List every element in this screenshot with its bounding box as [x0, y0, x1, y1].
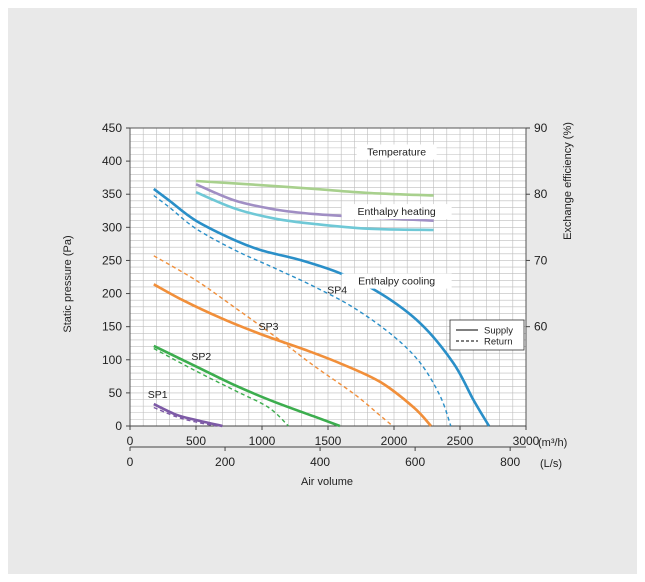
curve-label-sp4: SP4: [327, 285, 347, 297]
pressure-curves: [153, 187, 491, 428]
curve-label-background: [341, 204, 452, 220]
y-tick-label-left: 450: [102, 121, 122, 135]
x-tick-label-primary: 0: [127, 434, 134, 448]
curve-label-enthalpy-heating: Enthalpy heating: [358, 206, 436, 218]
sp4-supply-line: [153, 187, 491, 427]
x-tick-label-secondary: 0: [127, 455, 134, 469]
sp2-supply-line: [153, 344, 341, 428]
y-tick-label-left: 250: [102, 253, 122, 267]
x-tick-label-primary: 1000: [249, 434, 276, 448]
sp2-return-line: [153, 347, 289, 427]
sp3-return-line: [153, 255, 394, 427]
y-tick-label-left: 300: [102, 220, 122, 234]
y-tick-label-right: 60: [534, 320, 548, 334]
x-tick-label-secondary: 400: [310, 455, 330, 469]
legend-box: [449, 319, 525, 351]
y-tick-label-left: 350: [102, 187, 122, 201]
x-tick-label-secondary: 200: [215, 455, 235, 469]
y-tick-label-right: 70: [534, 253, 548, 267]
grid: [129, 127, 527, 427]
y-tick-label-right: 90: [534, 121, 548, 135]
curve-label-sp2: SP2: [191, 351, 211, 363]
x-tick-label-primary: 2500: [447, 434, 474, 448]
curve-label-background: [356, 144, 437, 160]
x-tick-label-secondary: 800: [500, 455, 520, 469]
curve-label-temperature: Temperature: [367, 146, 426, 158]
axes: 0 50 100 150 200 250 300 350 400 450 60 70 80 90 0 500 1…: [102, 121, 548, 469]
legend-label-supply: Supply: [484, 326, 513, 337]
efficiency-line-enthalpy-cooling: [195, 191, 434, 232]
y-axis-label-left: Static pressure (Pa): [62, 235, 74, 332]
efficiency-line-temperature: [195, 179, 434, 197]
x-tick-label-primary: 3000: [513, 434, 540, 448]
y-tick-label-left: 400: [102, 154, 122, 168]
y-tick-label-left: 50: [109, 386, 123, 400]
curve-labels: Temperature Enthalpy heating Enthalpy cool…: [148, 144, 452, 401]
curve-label-enthalpy-cooling: Enthalpy cooling: [358, 276, 435, 288]
y-tick-label-left: 100: [102, 353, 122, 367]
y-tick-label-left: 0: [115, 419, 122, 433]
x-tick-label-secondary: 600: [405, 455, 425, 469]
sp3-supply-line: [153, 283, 432, 427]
curve-label-background: [341, 273, 452, 289]
y-tick-label-left: 150: [102, 320, 122, 334]
x-tick-label-primary: 2000: [381, 434, 408, 448]
x-axis-unit-secondary: (L/s): [540, 458, 562, 470]
sp1-supply-line: [153, 402, 223, 428]
sp1-return-line: [153, 406, 216, 427]
chart-card: 0 50 100 150 200 250 300 350 400 450 60 70 80 90 0 500 1…: [8, 8, 637, 574]
sp4-return-line: [153, 194, 452, 427]
legend-label-return: Return: [484, 337, 513, 348]
x-axis-label: Air volume: [301, 476, 353, 488]
y-tick-label-left: 200: [102, 287, 122, 301]
x-tick-label-primary: 1500: [315, 434, 342, 448]
curve-label-sp3: SP3: [259, 321, 279, 333]
y-tick-label-right: 80: [534, 187, 548, 201]
x-tick-label-primary: 500: [186, 434, 206, 448]
y-axis-label-right: Exchange efficiency (%): [562, 122, 574, 240]
x-axis-unit-primary: (m³/h): [538, 437, 567, 449]
performance-chart: 0 50 100 150 200 250 300 350 400 450 60 70 80 90 0 500 1…: [62, 121, 574, 488]
curve-label-sp1: SP1: [148, 389, 168, 401]
